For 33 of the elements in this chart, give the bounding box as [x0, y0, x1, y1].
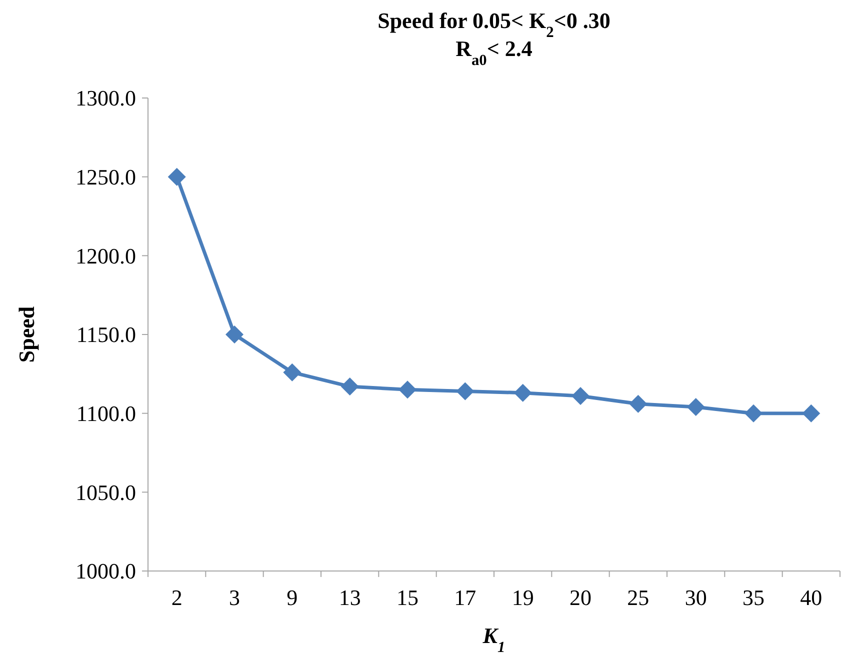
x-tick-label: 2 — [171, 585, 182, 610]
point — [168, 168, 186, 186]
x-tick-label: 3 — [229, 585, 240, 610]
y-tick-label: 1050.0 — [76, 480, 136, 505]
x-tick-label: 17 — [454, 585, 476, 610]
x-tick-label: 35 — [742, 585, 764, 610]
x-tick-label: 25 — [627, 585, 650, 610]
point — [456, 382, 474, 400]
point — [744, 404, 762, 422]
x-tick-label: 9 — [286, 585, 298, 610]
point — [686, 398, 705, 416]
y-tick-label: 1000.0 — [76, 558, 136, 584]
y-tick-label: 1200.0 — [76, 243, 136, 268]
x-tick-label: 15 — [396, 585, 418, 610]
y-tick-label: 1100.0 — [76, 401, 136, 426]
x-tick-label: 30 — [684, 585, 707, 610]
x-tick-label: 13 — [338, 585, 361, 610]
point — [340, 378, 359, 396]
point — [283, 363, 302, 382]
point — [514, 384, 532, 402]
point — [629, 394, 648, 413]
y-tick-label: 1150.0 — [76, 322, 136, 348]
x-axis-title: K$_{1}$ — [482, 623, 506, 656]
y-tick-label: 1300.0 — [76, 86, 136, 111]
point — [802, 404, 820, 422]
point — [572, 386, 590, 405]
x-tick-label: 20 — [570, 585, 592, 610]
x-tick-label: 40 — [800, 585, 822, 610]
y-tick-label: 1250.0 — [76, 164, 136, 190]
x-tick-label: 19 — [512, 585, 534, 610]
point — [398, 380, 416, 399]
point — [226, 326, 244, 344]
y-axis-title: Speed — [14, 306, 39, 363]
